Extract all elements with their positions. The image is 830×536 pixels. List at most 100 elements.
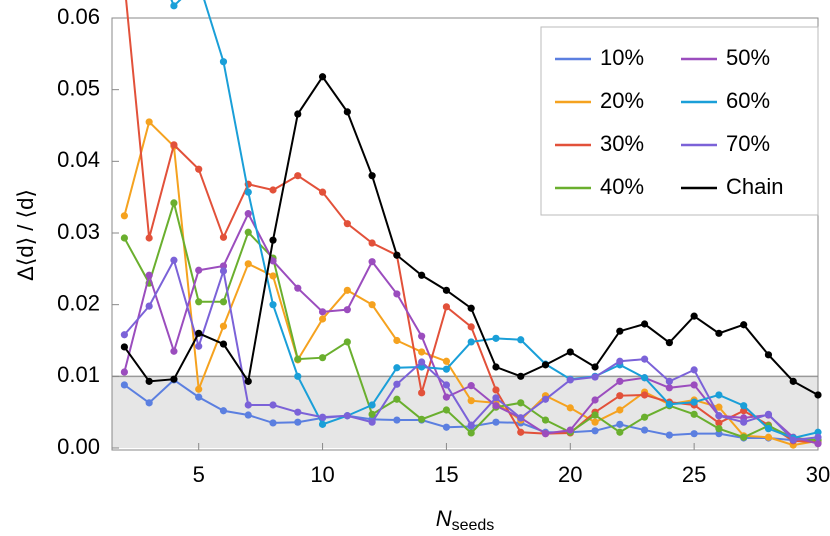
data-point: [418, 363, 426, 371]
data-point: [393, 364, 401, 372]
data-point: [195, 385, 203, 393]
data-point: [541, 395, 550, 403]
data-point: [814, 440, 822, 448]
data-point: [318, 73, 327, 81]
data-point: [616, 327, 624, 335]
data-point: [665, 339, 673, 347]
data-point: [343, 412, 351, 420]
data-point: [145, 234, 153, 242]
data-point: [467, 382, 475, 390]
data-point: [467, 421, 475, 429]
data-point: [195, 298, 203, 306]
y-axis-label: Δ⟨d⟩ / ⟨d⟩: [13, 189, 38, 281]
data-point: [418, 332, 426, 340]
data-point: [640, 426, 649, 434]
data-point: [591, 373, 599, 381]
data-point: [715, 425, 723, 433]
data-point: [492, 334, 500, 342]
data-point: [814, 433, 822, 441]
data-point: [343, 286, 351, 294]
legend-label: 20%: [600, 88, 644, 113]
data-point: [318, 354, 327, 362]
data-point: [715, 412, 723, 420]
data-point: [442, 365, 451, 373]
data-point: [195, 342, 203, 350]
data-point: [170, 256, 178, 264]
x-tick-label: 25: [682, 462, 706, 487]
data-point: [244, 411, 252, 419]
data-point: [368, 301, 376, 309]
data-point: [591, 363, 599, 371]
data-point: [195, 165, 203, 173]
data-point: [616, 392, 624, 400]
data-point: [393, 416, 401, 424]
data-point: [789, 436, 797, 444]
data-point: [393, 395, 401, 403]
data-point: [170, 347, 178, 355]
legend-label: 40%: [600, 174, 644, 199]
data-point: [269, 401, 277, 409]
data-point: [269, 186, 277, 194]
data-point: [244, 377, 252, 385]
data-point: [244, 228, 252, 236]
data-point: [740, 418, 748, 426]
data-point: [145, 271, 153, 279]
data-point: [616, 406, 624, 414]
x-axis-label-subscript: seeds: [452, 517, 495, 534]
data-point: [418, 415, 426, 423]
data-point: [616, 377, 624, 385]
data-point: [541, 361, 550, 369]
y-tick-label: 0.01: [57, 362, 100, 387]
data-point: [740, 407, 748, 415]
data-point: [343, 108, 351, 116]
data-point: [467, 323, 475, 331]
data-point: [368, 172, 376, 180]
data-point: [368, 239, 376, 247]
data-point: [640, 391, 649, 399]
data-point: [566, 376, 574, 384]
data-point: [294, 284, 302, 292]
data-point: [442, 357, 451, 365]
x-tick-label: 15: [434, 462, 458, 487]
data-point: [640, 355, 649, 363]
data-point: [368, 410, 376, 418]
data-point: [616, 357, 624, 365]
data-point: [269, 419, 277, 427]
data-point: [467, 429, 475, 437]
data-point: [740, 433, 748, 441]
data-point: [244, 188, 252, 196]
data-point: [294, 172, 302, 180]
data-point: [517, 372, 525, 380]
data-point: [764, 433, 773, 441]
data-point: [640, 374, 649, 382]
data-point: [492, 418, 500, 426]
data-point: [442, 393, 451, 401]
data-point: [244, 260, 252, 268]
plot-frame: [111, 17, 819, 451]
data-point: [368, 401, 376, 409]
data-point: [690, 381, 698, 389]
y-tick-label: 0.02: [57, 290, 100, 315]
data-point: [219, 298, 228, 306]
y-tick-label: 0.05: [57, 75, 100, 100]
data-point: [566, 426, 574, 434]
data-point: [170, 141, 178, 149]
data-point: [442, 303, 451, 311]
data-point: [665, 384, 673, 392]
data-point: [517, 414, 525, 422]
data-point: [690, 398, 698, 406]
data-point: [541, 416, 550, 424]
data-point: [269, 301, 277, 309]
data-point: [145, 302, 153, 310]
data-point: [120, 368, 128, 376]
data-point: [616, 420, 624, 428]
data-point: [740, 402, 748, 410]
data-point: [541, 430, 550, 438]
plot-area: [120, 0, 822, 449]
x-tick-label: 20: [558, 462, 582, 487]
data-point: [318, 315, 327, 323]
data-point: [318, 188, 327, 196]
data-point: [690, 366, 698, 374]
data-point: [442, 381, 451, 389]
